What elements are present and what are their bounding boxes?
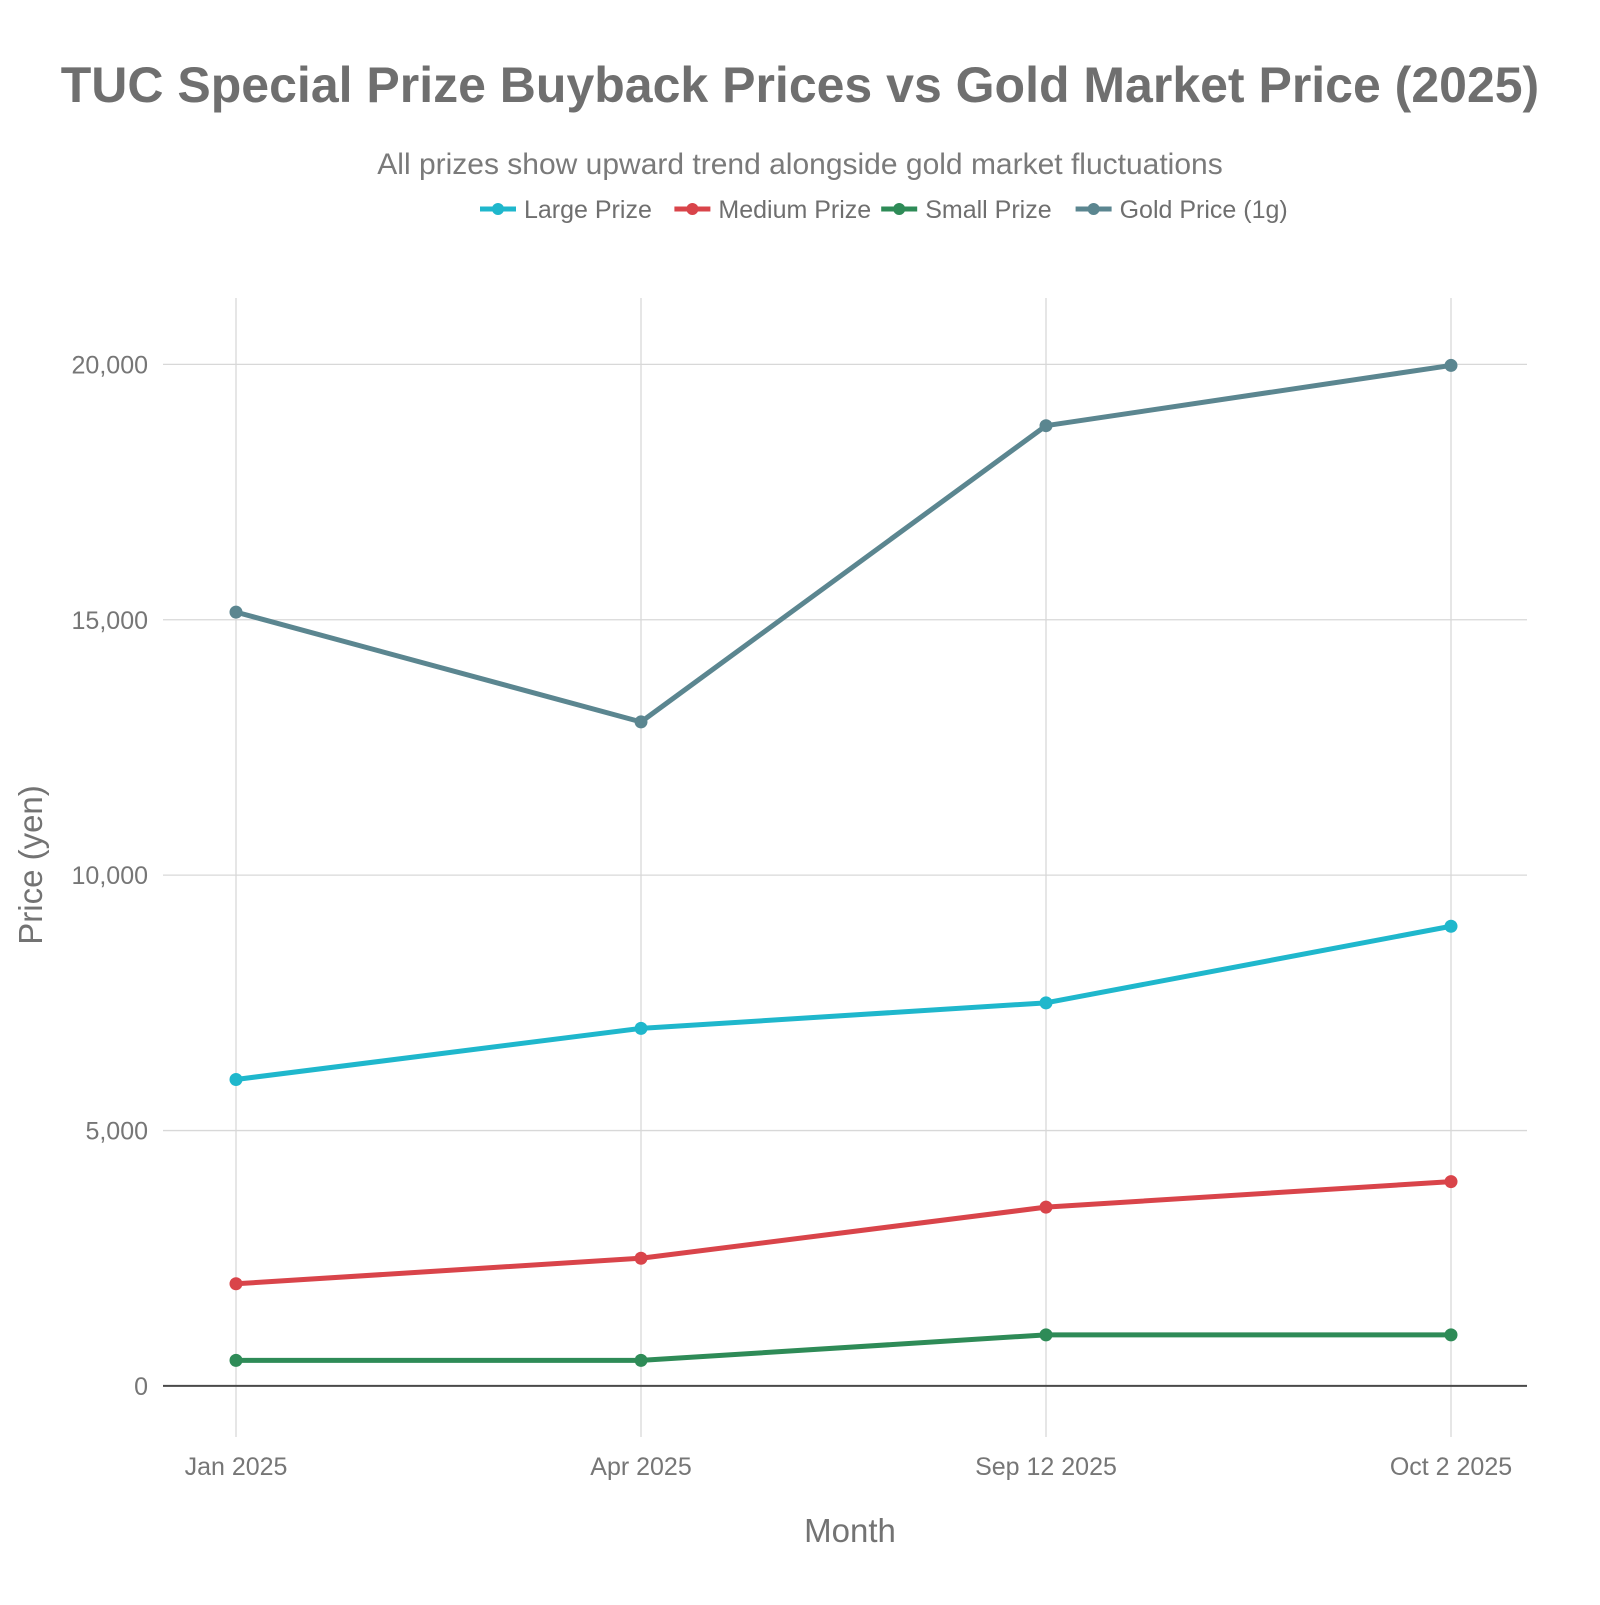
data-point-gold-price-1g[interactable] (1444, 358, 1458, 372)
x-tick-label: Jan 2025 (185, 1453, 288, 1481)
data-point-small-prize[interactable] (229, 1353, 243, 1367)
data-point-small-prize[interactable] (634, 1353, 648, 1367)
data-point-medium-prize[interactable] (634, 1251, 648, 1265)
data-point-large-prize[interactable] (229, 1072, 243, 1086)
series-small-prize (229, 1328, 1458, 1367)
x-tick-label: Oct 2 2025 (1390, 1453, 1512, 1481)
y-tick-label: 15,000 (72, 607, 148, 635)
legend-marker (492, 203, 504, 215)
data-point-large-prize[interactable] (634, 1021, 648, 1035)
data-point-small-prize[interactable] (1444, 1328, 1458, 1342)
data-point-large-prize[interactable] (1039, 996, 1053, 1010)
series-line-gold-price-1g (233, 362, 1454, 725)
chart-title: TUC Special Prize Buyback Prices vs Gold… (61, 57, 1539, 113)
series-large-prize (229, 919, 1458, 1086)
series-line-medium-prize (233, 1179, 1454, 1287)
series-group (229, 358, 1458, 1367)
data-point-medium-prize[interactable] (1039, 1200, 1053, 1214)
series-medium-prize (229, 1175, 1458, 1291)
x-axis-title: Month (804, 1512, 896, 1549)
series-line-small-prize (233, 1332, 1454, 1363)
legend-marker (1087, 203, 1100, 215)
y-tick-label: 10,000 (72, 862, 148, 890)
series-gold-price-1g (229, 358, 1458, 729)
data-point-gold-price-1g[interactable] (634, 715, 648, 729)
x-axis-ticks: Jan 2025 Apr 2025 Sep 12 2025 Oct 2 2025 (185, 1453, 1513, 1481)
legend-label: Small Prize (925, 196, 1051, 224)
data-point-medium-prize[interactable] (229, 1277, 243, 1291)
legend-label: Large Prize (524, 196, 652, 224)
legend-label: Gold Price (1g) (1120, 196, 1288, 224)
data-point-small-prize[interactable] (1039, 1328, 1053, 1342)
data-point-gold-price-1g[interactable] (1039, 419, 1053, 433)
chart-subtitle: All prizes show upward trend alongside g… (377, 148, 1222, 181)
x-tick-label: Sep 12 2025 (975, 1453, 1117, 1481)
legend-marker (893, 203, 906, 215)
legend-item-small-prize[interactable]: Small Prize (881, 196, 1052, 224)
data-point-large-prize[interactable] (1444, 919, 1458, 933)
y-tick-label: 5,000 (85, 1118, 148, 1146)
data-point-medium-prize[interactable] (1444, 1175, 1458, 1189)
legend-label: Medium Prize (718, 196, 871, 224)
y-tick-label: 20,000 (72, 351, 148, 379)
legend-item-gold-price-1g[interactable]: Gold Price (1g) (1075, 196, 1288, 224)
legend-item-large-prize[interactable]: Large Prize (480, 196, 652, 224)
data-point-gold-price-1g[interactable] (229, 605, 243, 619)
x-tick-label: Apr 2025 (590, 1453, 691, 1481)
series-line-large-prize (233, 923, 1454, 1082)
legend: Large Prize Medium Prize Small Prize Gold P… (480, 196, 1288, 224)
legend-item-medium-prize[interactable]: Medium Prize (674, 196, 871, 224)
y-axis-title: Price (yen) (12, 785, 49, 945)
y-tick-label: 0 (134, 1373, 148, 1401)
y-axis-ticks: 0 5,000 10,000 15,000 20,000 (72, 351, 148, 1401)
legend-marker (686, 203, 699, 215)
grid (163, 298, 1527, 1437)
